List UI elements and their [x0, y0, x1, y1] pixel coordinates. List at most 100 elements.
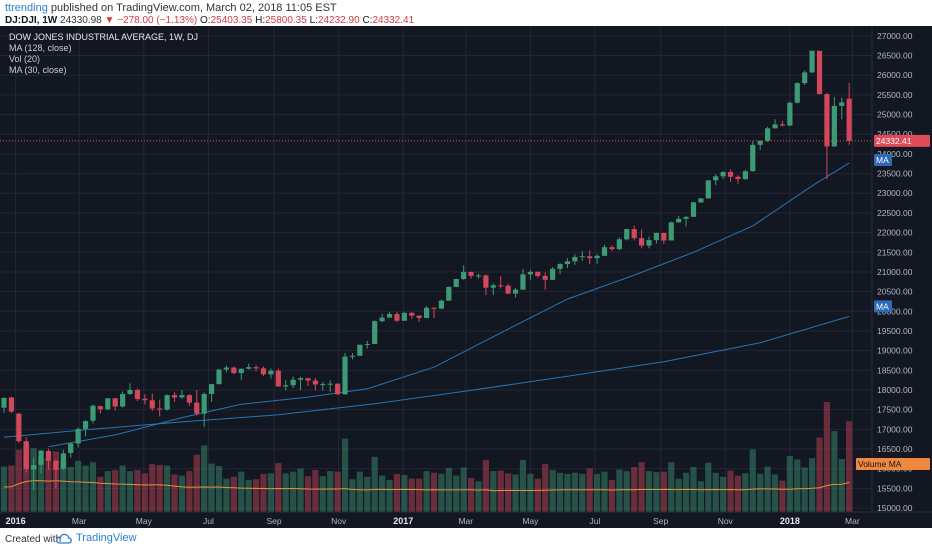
- price-axis[interactable]: 27000.00 26500.00 26000.00 25500.00 25000.00…: [871, 26, 913, 513]
- candle-body: [16, 413, 22, 442]
- volume-bar: [408, 478, 415, 512]
- candle-body: [668, 222, 674, 241]
- candle-body: [23, 441, 29, 470]
- candle-body: [816, 50, 823, 95]
- chart-area[interactable]: 27000.00 26500.00 26000.00 25500.00 25000.00…: [0, 26, 932, 528]
- candle-body: [690, 202, 697, 217]
- candle-body: [105, 398, 111, 410]
- time-tick-label: May: [136, 516, 153, 526]
- price-tick-label: 26500.00: [877, 51, 913, 61]
- legend-item-ma128[interactable]: MA (128, close): [9, 43, 72, 53]
- price-tick-label: 20000.00: [877, 306, 913, 316]
- volume-bar: [282, 473, 289, 512]
- volume-bars: [0, 402, 853, 512]
- volume-bar: [386, 479, 393, 512]
- candle-body: [1, 397, 7, 408]
- volume-bar: [675, 478, 682, 512]
- tradingview-link[interactable]: TradingView: [56, 532, 137, 544]
- last-price-badge: 24332.41: [876, 136, 912, 146]
- candles: [1, 50, 852, 491]
- volume-bar: [0, 466, 8, 512]
- candle-body: [31, 465, 37, 470]
- time-tick-label: Jul: [203, 516, 214, 526]
- volume-bar: [749, 449, 756, 512]
- candle-body: [409, 312, 415, 316]
- candle-body: [90, 405, 96, 421]
- candle-body: [297, 378, 304, 380]
- candle-body: [705, 180, 711, 199]
- volume-bar: [297, 468, 304, 512]
- volume-bar: [712, 472, 719, 512]
- volume-bar: [757, 473, 764, 512]
- volume-bar: [208, 463, 215, 512]
- volume-bar: [542, 464, 549, 512]
- created-with-text: Created with: [5, 534, 62, 545]
- price-tick-label: 24500.00: [877, 129, 913, 139]
- volume-bar: [349, 479, 356, 512]
- volume-bar: [201, 445, 208, 512]
- volume-bar: [104, 471, 111, 512]
- legend-item-volume[interactable]: Vol (20): [9, 54, 41, 64]
- candle-body: [275, 370, 281, 387]
- price-tick-label: 15000.00: [877, 503, 913, 513]
- candle-body: [713, 176, 719, 181]
- ma30-badge-bg: [874, 153, 892, 166]
- price-tick-label: 25000.00: [877, 110, 913, 120]
- price-tick-label: 19500.00: [877, 326, 913, 336]
- time-axis[interactable]: 2016 Mar May Jul Sep Nov 2017 Mar May Jul Sep Nov 20…: [0, 511, 932, 526]
- volume-bar: [668, 462, 675, 512]
- candle-body: [394, 314, 400, 321]
- candle-body: [342, 356, 348, 395]
- ma30-line: [48, 162, 850, 448]
- candle-body: [238, 368, 244, 374]
- price-tick-label: 25500.00: [877, 90, 913, 100]
- volume-bar: [801, 467, 808, 512]
- candle-body: [112, 398, 118, 407]
- volume-bar: [512, 474, 519, 512]
- candle-body: [683, 216, 689, 219]
- candle-body: [60, 453, 66, 469]
- candlestick-chart[interactable]: 27000.00 26500.00 26000.00 25500.00 25000.00…: [0, 26, 932, 528]
- time-tick-label: 2016: [6, 516, 26, 526]
- symbol-label: DJ:DJI, 1W: [5, 15, 58, 26]
- candle-body: [720, 171, 726, 177]
- candle-body: [97, 406, 103, 410]
- volume-bar: [393, 473, 401, 512]
- candle-body: [149, 400, 155, 409]
- time-tick-label: Nov: [331, 516, 347, 526]
- candle-body: [186, 395, 192, 403]
- volume-bar: [423, 471, 430, 512]
- candle-body: [572, 256, 578, 262]
- candle-body: [735, 176, 741, 180]
- candle-body: [423, 307, 430, 318]
- time-tick-label: Mar: [458, 516, 473, 526]
- candle-body: [431, 307, 437, 309]
- volume-bar: [134, 470, 141, 512]
- quote-line: DJ:DJI, 1W 24330.98 ▼ −278.00 (−1.13%) O…: [5, 15, 414, 26]
- volume-bar: [831, 431, 838, 512]
- candle-body: [134, 390, 141, 400]
- legend-item-ma30[interactable]: MA (30, close): [9, 65, 67, 75]
- price-tick-label: 18000.00: [877, 385, 913, 395]
- candle-body: [542, 275, 548, 280]
- volume-bar: [416, 478, 423, 512]
- candle-body: [757, 140, 763, 145]
- candle-body: [305, 378, 311, 381]
- volume-bar: [260, 473, 267, 512]
- candle-body: [772, 124, 778, 129]
- volume-bar: [794, 459, 801, 512]
- low-value: 24232.90: [317, 15, 360, 26]
- volume-bar: [586, 468, 593, 512]
- volume-bar: [267, 473, 274, 512]
- candle-body: [171, 395, 178, 398]
- candle-body: [231, 367, 237, 374]
- volume-bar: [608, 479, 616, 512]
- candle-body: [831, 105, 837, 147]
- candle-body: [179, 395, 185, 398]
- volume-bar: [186, 471, 193, 512]
- volume-bar: [112, 470, 119, 512]
- volume-bar: [119, 465, 126, 512]
- author-link[interactable]: ttrending: [5, 2, 48, 14]
- volume-bar: [742, 473, 749, 512]
- volume-bar: [164, 465, 171, 512]
